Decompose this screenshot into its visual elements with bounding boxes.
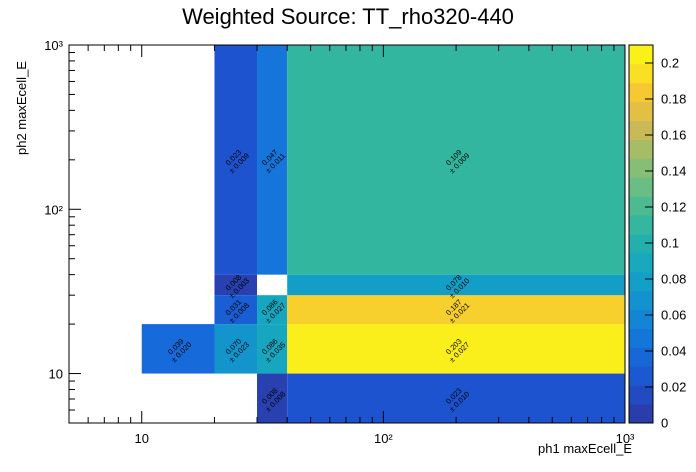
y-tick-label: 10³: [44, 38, 63, 53]
colorbar-band: [629, 271, 653, 292]
colorbar-band: [629, 234, 653, 254]
colorbar-tick-label: 0: [661, 416, 668, 431]
heatmap-cell: [214, 295, 258, 325]
heatmap-cell: [141, 324, 215, 374]
colorbar-band: [629, 63, 653, 84]
x-tick-label: 10: [135, 431, 149, 446]
colorbar-band: [629, 385, 653, 405]
heatmap-cell: [214, 324, 258, 374]
colorbar-band: [629, 290, 653, 311]
heatmap-cell: [214, 45, 258, 275]
colorbar: 0 0.02 0.04 0.06 0.08 0.1 0.12 0.14 0.16 0.18 0.2: [628, 44, 686, 431]
x-tick-label: 10²: [374, 431, 393, 446]
colorbar-band: [629, 177, 653, 197]
colorbar-tick-label: 0.08: [661, 272, 686, 287]
axes-layer: 10 10² 10³ 10 10² 10³: [44, 38, 635, 446]
plot-frame: [68, 44, 626, 424]
colorbar-tick-label: 0.12: [661, 200, 686, 215]
colorbar-band: [629, 328, 653, 348]
y-tick-label: 10: [49, 367, 63, 382]
heatmap-cell: [214, 274, 258, 296]
heatmap-cell: [287, 295, 625, 325]
colorbar-band: [629, 45, 653, 65]
colorbar-band: [629, 404, 653, 424]
colorbar-band: [629, 366, 653, 386]
cells-layer: [141, 45, 625, 423]
colorbar-band: [629, 82, 653, 103]
x-tick-label: 10³: [616, 431, 635, 446]
heatmap-cell: [287, 274, 625, 296]
colorbar-tick-label: 0.18: [661, 92, 686, 107]
colorbar-band: [629, 196, 653, 216]
colorbar-band: [629, 139, 653, 159]
colorbar-tick-label: 0.06: [661, 308, 686, 323]
y-tick-label: 10²: [44, 202, 63, 217]
heatmap-cell: [257, 295, 288, 325]
colorbar-band: [629, 101, 653, 122]
colorbar-tick-label: 0.16: [661, 128, 686, 143]
heatmap-cell: [257, 373, 288, 423]
heatmap-cell: [287, 45, 625, 275]
colorbar-tick-label: 0.2: [661, 56, 679, 71]
colorbar-tick-label: 0.04: [661, 344, 686, 359]
colorbar-band: [629, 120, 653, 140]
colorbar-band: [629, 347, 653, 367]
heatmap-cell: [257, 324, 288, 374]
colorbar-tick-label: 0.14: [661, 164, 686, 179]
colorbar-band: [629, 252, 653, 273]
colorbar-band: [629, 309, 653, 329]
heatmap-cell: [287, 324, 625, 374]
colorbar-tick-label: 0.02: [661, 380, 686, 395]
y-axis-label: ph2 maxEcell_E: [14, 61, 29, 155]
colorbar-band: [629, 215, 653, 235]
colorbar-tick-label: 0.1: [661, 236, 679, 251]
x-axis-label: ph1 maxEcell_E: [538, 441, 632, 456]
chart-title: Weighted Source: TT_rho320-440: [182, 4, 514, 29]
heatmap-cell: [257, 45, 288, 275]
colorbar-band: [629, 158, 653, 178]
heatmap-cell: [287, 373, 625, 423]
colorbar-frame: [628, 44, 654, 424]
